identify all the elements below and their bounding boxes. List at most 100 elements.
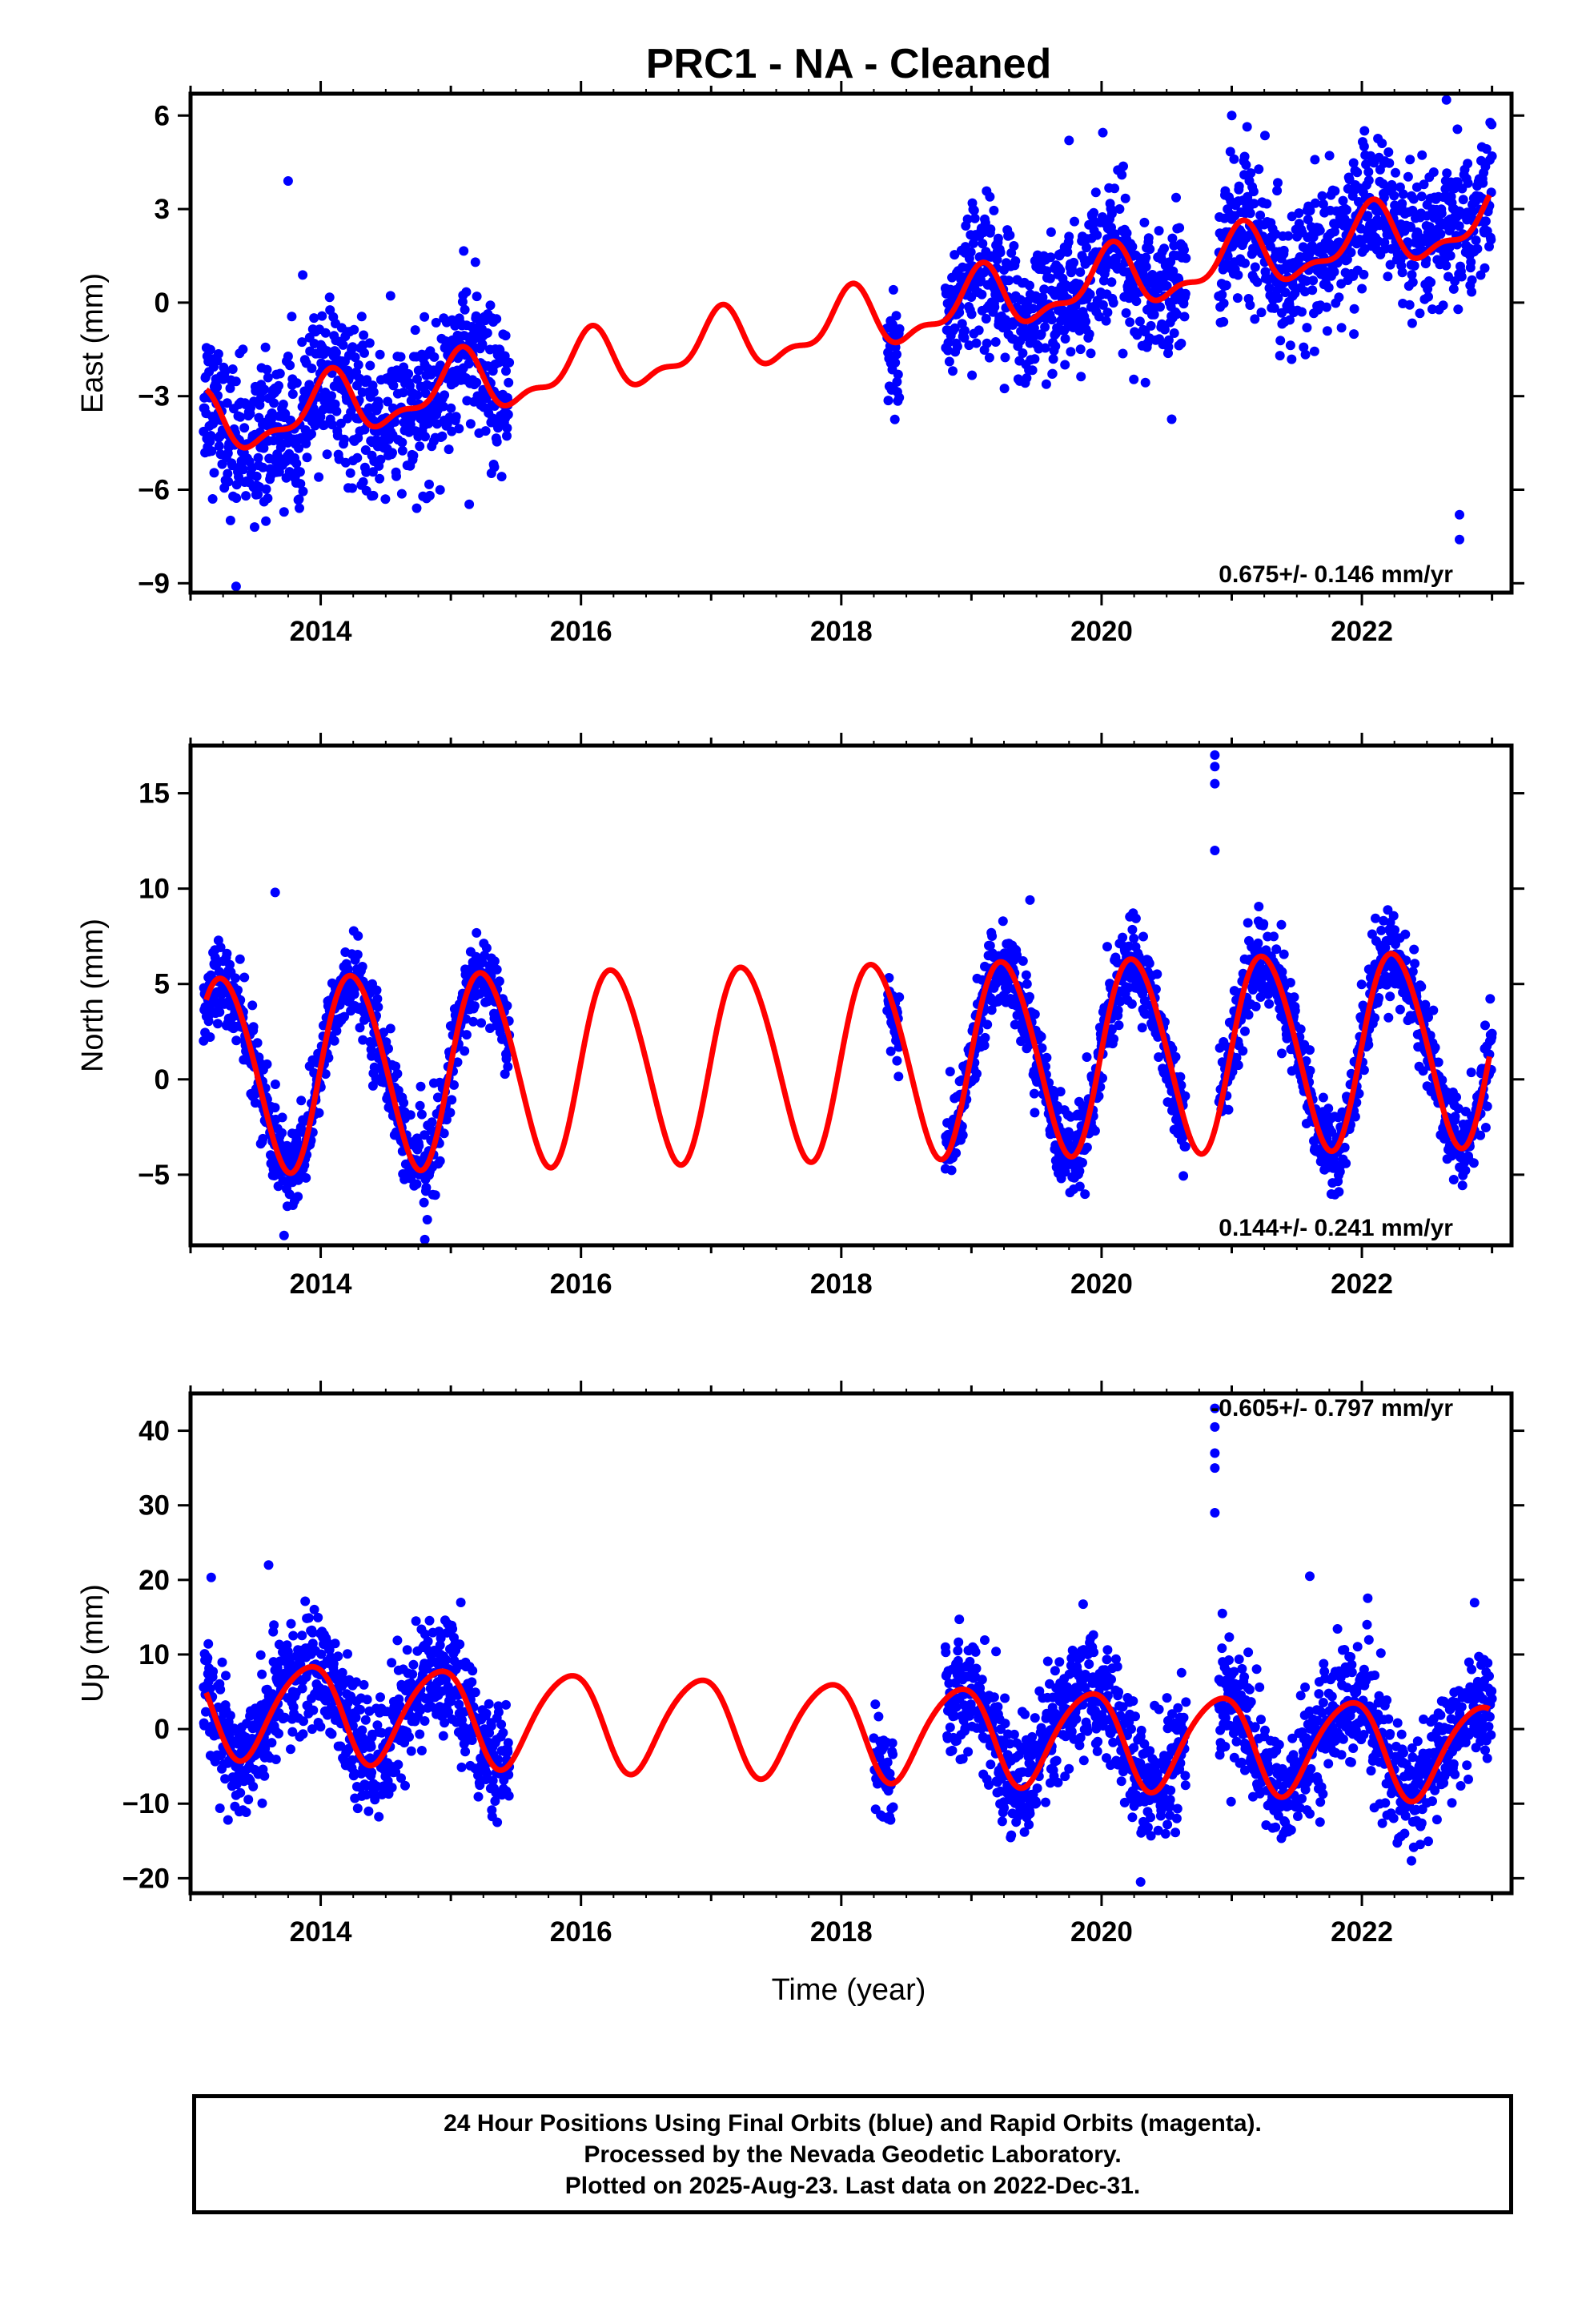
data-point (231, 493, 242, 503)
data-point (1272, 186, 1283, 196)
data-point (461, 287, 472, 297)
data-point (295, 479, 306, 489)
data-point (990, 302, 1000, 312)
data-point (468, 1016, 479, 1027)
data-point (239, 423, 250, 433)
data-point (416, 1109, 427, 1120)
data-point (1038, 292, 1048, 303)
data-point (259, 443, 269, 453)
data-point (343, 1649, 352, 1659)
data-point (251, 471, 262, 481)
data-point (971, 338, 982, 348)
data-point (1310, 155, 1320, 165)
data-point (1264, 283, 1275, 293)
data-point (413, 365, 424, 376)
data-point (1256, 308, 1267, 318)
data-point (1176, 338, 1186, 348)
data-point (222, 948, 232, 959)
data-point (987, 931, 998, 941)
data-point (241, 491, 251, 501)
data-point (1109, 1034, 1119, 1044)
y-tick-label: 0 (155, 1064, 170, 1096)
data-point (1436, 208, 1447, 219)
data-point (1295, 1024, 1306, 1035)
data-point (482, 328, 492, 338)
data-point (1264, 999, 1275, 1009)
data-point (1452, 124, 1463, 135)
data-point (1108, 298, 1118, 308)
data-point (1403, 171, 1413, 182)
data-point (319, 420, 329, 430)
data-point (1140, 377, 1150, 388)
data-point (1090, 1126, 1100, 1136)
data-point (297, 337, 307, 348)
data-point (460, 304, 470, 315)
data-point (1346, 247, 1356, 258)
data-point (1305, 1045, 1315, 1055)
data-point (1075, 267, 1086, 277)
data-point (390, 416, 400, 427)
data-point (397, 445, 408, 456)
data-point (253, 452, 263, 463)
data-point (1040, 322, 1050, 332)
data-point (404, 368, 414, 379)
data-point (1329, 267, 1339, 277)
data-point (966, 247, 976, 257)
data-point (1426, 277, 1436, 287)
data-point (1055, 1087, 1066, 1097)
data-point (493, 423, 503, 433)
data-point (1081, 316, 1091, 327)
data-point (274, 380, 283, 391)
data-point (974, 325, 984, 336)
data-point (372, 994, 383, 1004)
data-point (1330, 186, 1340, 196)
data-point (380, 494, 391, 505)
data-point (279, 507, 289, 517)
data-point (307, 364, 317, 373)
data-point (347, 342, 358, 352)
data-point (1456, 271, 1467, 282)
data-point (1094, 312, 1104, 322)
data-point (1170, 1051, 1181, 1062)
data-point (502, 431, 512, 441)
data-point (892, 1055, 902, 1066)
data-point (353, 360, 363, 370)
data-point (1155, 302, 1165, 312)
data-point (261, 484, 271, 494)
data-point (1486, 235, 1496, 245)
data-point (1336, 323, 1347, 333)
data-point (1229, 154, 1239, 164)
data-point (248, 1022, 259, 1032)
data-point (333, 1651, 343, 1662)
data-point (893, 1072, 904, 1082)
data-point (327, 391, 336, 401)
data-point (315, 412, 326, 422)
data-point (1029, 323, 1039, 333)
data-point (1409, 260, 1419, 271)
data-point (1066, 347, 1076, 357)
data-point (1120, 193, 1130, 203)
data-point (314, 1108, 324, 1118)
data-point (1233, 1060, 1243, 1071)
data-point (373, 1002, 383, 1012)
data-point (1309, 346, 1319, 356)
data-point (223, 1815, 233, 1825)
data-point (444, 444, 454, 455)
data-point (352, 452, 363, 463)
data-point (1405, 155, 1415, 165)
data-point (1080, 1189, 1090, 1200)
plot-area (191, 746, 1512, 1245)
data-point (1338, 195, 1348, 206)
data-point (1009, 241, 1019, 251)
data-point (1487, 1028, 1497, 1039)
data-point (978, 239, 988, 249)
data-point (1262, 199, 1272, 209)
data-point (1041, 379, 1051, 389)
data-point (1448, 1175, 1459, 1184)
data-point (999, 384, 1010, 394)
data-point (262, 1059, 272, 1069)
data-point (1374, 993, 1384, 1003)
data-point (447, 1095, 457, 1105)
